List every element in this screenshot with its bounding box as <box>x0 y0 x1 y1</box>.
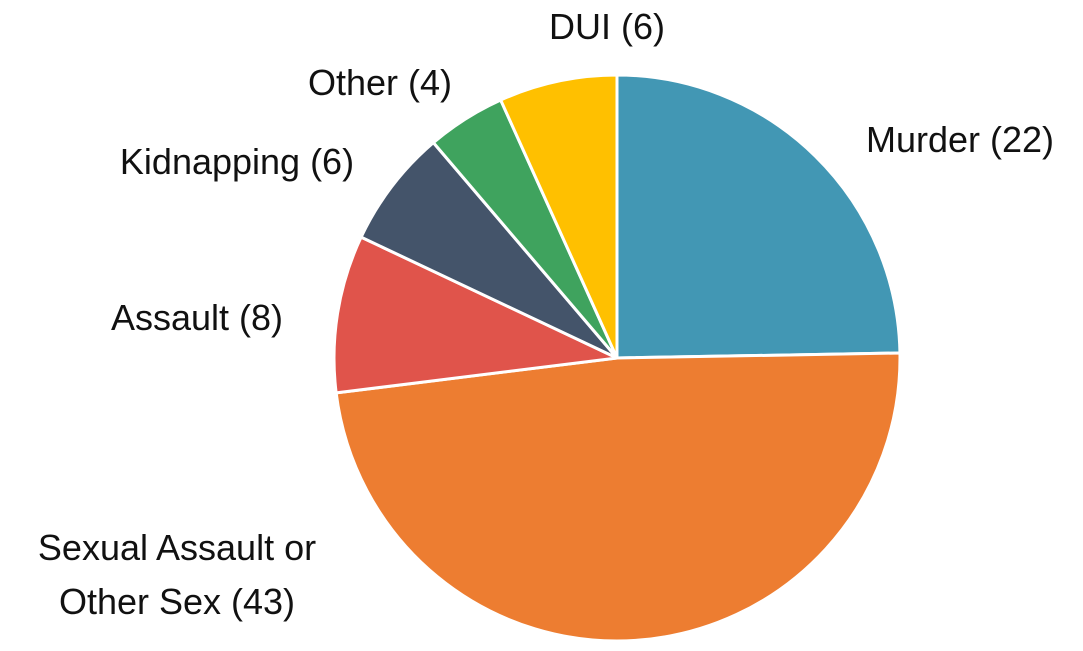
slice-label: Other (4) <box>308 62 452 103</box>
slice-label-line: Other Sex (43) <box>59 581 295 622</box>
slice-label-line: Sexual Assault or <box>38 527 316 568</box>
slice-label: Murder (22) <box>866 119 1054 160</box>
slice-label-line: Murder (22) <box>866 119 1054 160</box>
slice-label-line: Assault (8) <box>111 297 283 338</box>
pie-slice <box>332 235 619 395</box>
pie-slice <box>499 73 619 360</box>
slice-label: Assault (8) <box>111 297 283 338</box>
pie-slice <box>334 351 902 643</box>
slice-label: DUI (6) <box>549 6 665 47</box>
slice-label-line: Other (4) <box>308 62 452 103</box>
slice-label: Kidnapping (6) <box>120 141 354 182</box>
slice-label-line: DUI (6) <box>549 6 665 47</box>
pie-slice <box>615 73 902 360</box>
slice-label-line: Kidnapping (6) <box>120 141 354 182</box>
slice-label: Sexual Assault or Other Sex (43) <box>38 527 316 622</box>
pie-slice <box>359 141 619 360</box>
